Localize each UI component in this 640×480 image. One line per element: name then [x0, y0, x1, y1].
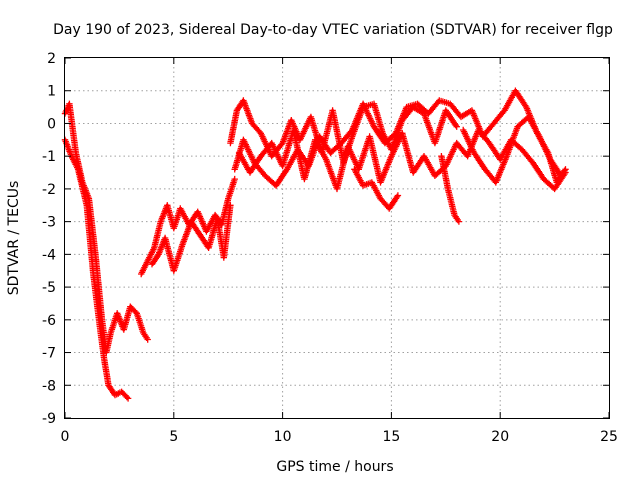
series-9-markers [438, 153, 463, 225]
x-tick-label: 10 [274, 429, 292, 445]
y-tick-label: -8 [42, 378, 56, 394]
y-tick-label: 1 [47, 84, 56, 100]
x-tick-label: 25 [600, 429, 618, 445]
series-7 [235, 126, 569, 193]
series-8-markers [351, 166, 402, 212]
y-tick-label: 2 [47, 51, 56, 67]
series-10-markers [460, 113, 565, 186]
y-tick-label: 0 [47, 116, 56, 132]
y-tick-label: -6 [42, 313, 56, 329]
y-tick-label: -1 [42, 149, 56, 165]
series-9 [438, 153, 463, 225]
y-axis-label: SDTVAR / TECUs [6, 181, 22, 296]
x-tick-label: 15 [382, 429, 400, 445]
x-axis-label: GPS time / hours [276, 459, 393, 475]
series-1-markers [61, 100, 151, 356]
y-tick-label: -5 [42, 280, 56, 296]
y-tick-label: -2 [42, 182, 56, 198]
x-tick-label: 20 [491, 429, 509, 445]
series-10 [460, 113, 565, 186]
series-8 [351, 166, 402, 212]
y-tick-label: -7 [42, 346, 56, 362]
series-7-markers [235, 126, 569, 193]
y-tick-label: -3 [42, 215, 56, 231]
chart-title: Day 190 of 2023, Sidereal Day-to-day VTE… [53, 22, 613, 38]
series-1 [61, 100, 151, 356]
data-marks [61, 87, 569, 402]
x-tick-label: 0 [61, 429, 70, 445]
x-tick-label: 5 [169, 429, 178, 445]
series-4-markers [148, 202, 234, 274]
axis-ticks: 0 5 10 15 20 25 -9 -8 -7 -6 -5 -4 -3 -2 -1 0 1 2 [42, 51, 618, 445]
y-tick-label: -4 [42, 247, 56, 263]
series-4 [148, 202, 234, 274]
y-tick-label: -9 [42, 411, 56, 427]
plot-frame [64, 57, 610, 419]
